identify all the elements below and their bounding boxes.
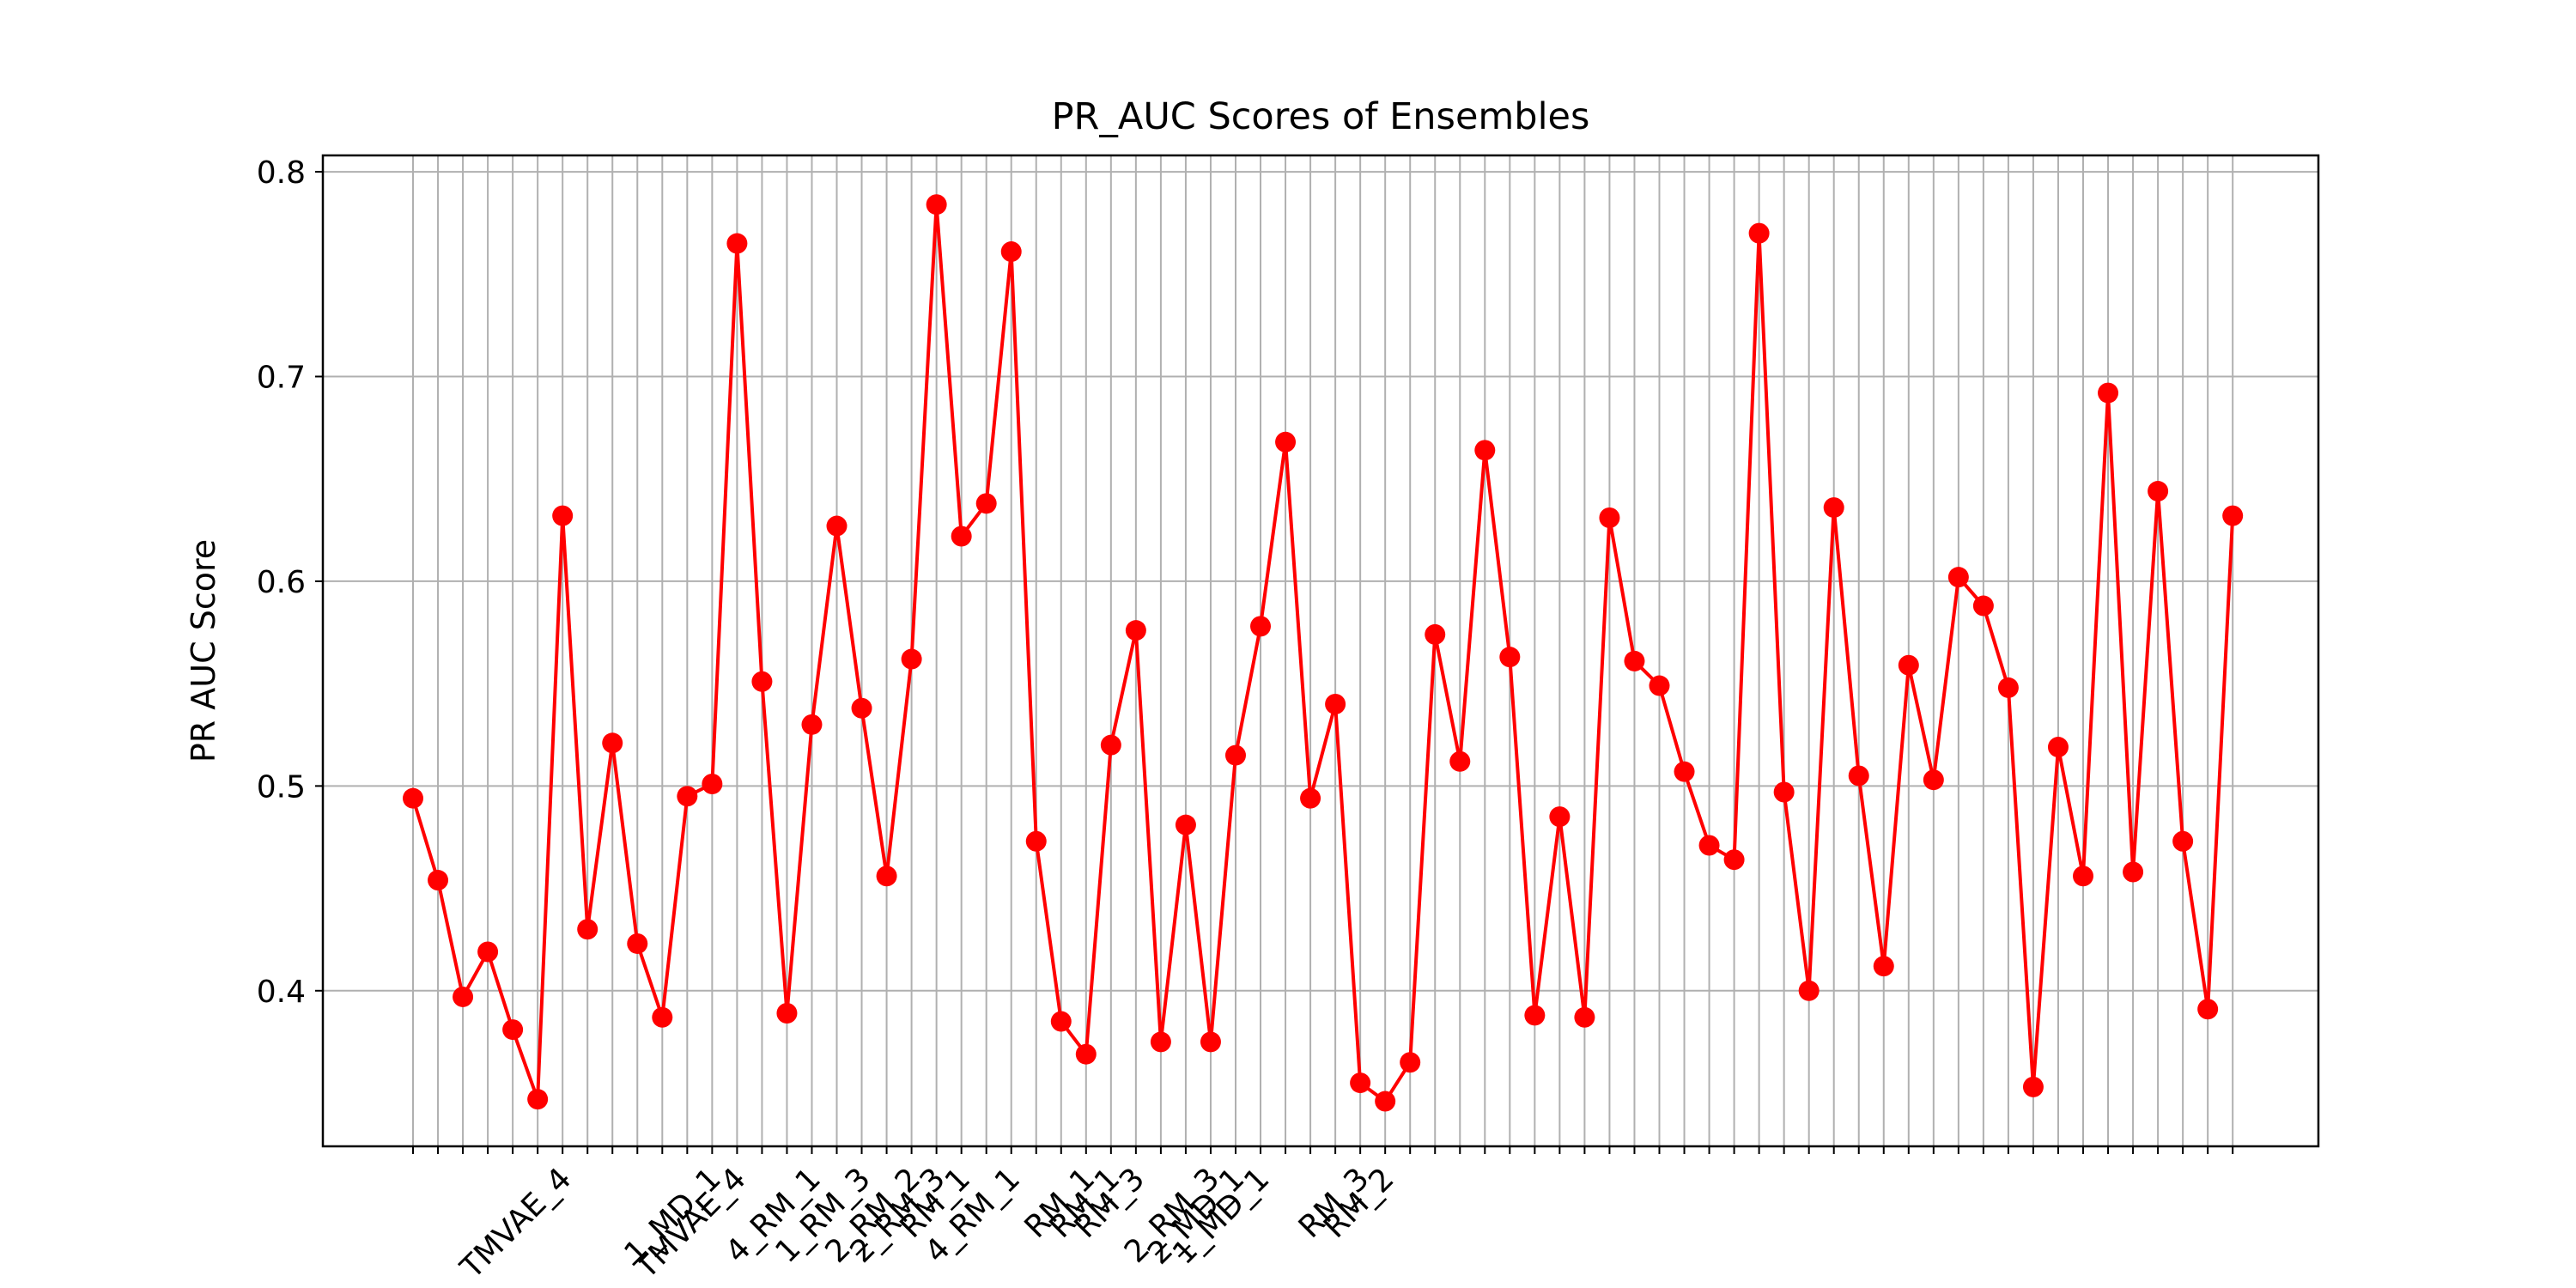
data-point bbox=[1549, 806, 1571, 828]
data-point bbox=[1325, 693, 1346, 714]
data-point bbox=[1025, 830, 1047, 852]
data-point bbox=[776, 1003, 798, 1024]
data-point bbox=[1798, 980, 1820, 1001]
data-point bbox=[1350, 1072, 1371, 1094]
data-point bbox=[502, 1019, 524, 1041]
data-point bbox=[926, 194, 947, 216]
data-point bbox=[951, 526, 972, 547]
series-layer bbox=[403, 194, 2244, 1112]
data-point bbox=[577, 919, 598, 940]
data-point bbox=[751, 671, 773, 692]
data-point bbox=[527, 1089, 549, 1110]
grid-lines bbox=[323, 155, 2318, 1146]
data-point bbox=[2098, 382, 2119, 404]
data-point bbox=[2222, 505, 2244, 526]
series-line bbox=[411, 203, 2235, 1103]
data-point bbox=[1474, 440, 1496, 461]
data-point bbox=[552, 505, 574, 526]
data-point bbox=[403, 787, 423, 809]
data-point bbox=[677, 786, 698, 807]
data-point bbox=[851, 697, 872, 719]
data-point bbox=[1275, 431, 1297, 453]
data-point bbox=[477, 941, 499, 963]
data-point bbox=[2022, 1076, 2044, 1097]
y-tick-label: 0.7 bbox=[257, 361, 306, 396]
data-point bbox=[2073, 866, 2094, 887]
data-point bbox=[726, 233, 748, 254]
data-point bbox=[826, 515, 848, 537]
data-point bbox=[1100, 734, 1121, 756]
data-point bbox=[1698, 835, 1720, 856]
data-point bbox=[2123, 861, 2144, 883]
data-point bbox=[1250, 616, 1272, 637]
data-point bbox=[2148, 481, 2169, 502]
data-point bbox=[1748, 222, 1770, 244]
data-point bbox=[1125, 620, 1146, 641]
data-point bbox=[1723, 849, 1745, 871]
data-point bbox=[1972, 595, 1994, 617]
data-point bbox=[1375, 1091, 1396, 1112]
data-point bbox=[2172, 830, 2194, 852]
data-point bbox=[1175, 814, 1196, 835]
data-point bbox=[801, 714, 823, 735]
data-point bbox=[1649, 675, 1670, 696]
data-point bbox=[1624, 650, 1645, 671]
plot-area-frame bbox=[321, 154, 2320, 1148]
data-point bbox=[652, 1006, 673, 1028]
data-point bbox=[975, 493, 997, 514]
data-point bbox=[1848, 765, 1869, 787]
y-axis-label: PR AUC Score bbox=[185, 539, 222, 762]
y-tick-label: 0.5 bbox=[257, 769, 306, 805]
data-point bbox=[1050, 1011, 1072, 1032]
data-point bbox=[1599, 507, 1620, 529]
data-point bbox=[702, 773, 723, 794]
data-point bbox=[1674, 761, 1695, 782]
data-point bbox=[901, 648, 922, 670]
y-tick-label: 0.8 bbox=[257, 155, 306, 191]
data-point bbox=[1823, 497, 1844, 519]
data-point bbox=[1300, 787, 1321, 809]
data-point bbox=[1524, 1005, 1546, 1026]
data-point bbox=[1773, 781, 1795, 803]
data-point bbox=[602, 732, 623, 754]
y-tick-label: 0.6 bbox=[257, 565, 306, 600]
data-point bbox=[1923, 769, 1944, 791]
data-point bbox=[876, 866, 897, 887]
data-point bbox=[453, 986, 474, 1007]
data-point bbox=[1898, 654, 1919, 676]
data-point bbox=[1425, 623, 1446, 645]
data-point bbox=[1574, 1006, 1595, 1028]
data-point bbox=[1000, 241, 1022, 263]
data-point bbox=[1075, 1043, 1097, 1065]
data-point bbox=[2047, 737, 2069, 758]
data-point bbox=[428, 870, 449, 891]
data-point bbox=[1200, 1031, 1221, 1053]
data-point bbox=[1150, 1031, 1171, 1053]
data-point bbox=[627, 933, 648, 954]
data-point bbox=[1997, 677, 2019, 698]
data-point bbox=[1224, 744, 1246, 766]
data-point bbox=[2197, 999, 2219, 1020]
data-point bbox=[1873, 956, 1894, 977]
y-tick-label: 0.4 bbox=[257, 975, 306, 1010]
data-point bbox=[1400, 1052, 1421, 1073]
data-point bbox=[1947, 567, 1969, 588]
chart-title: PR_AUC Scores of Ensembles bbox=[1052, 95, 1590, 138]
data-point bbox=[1449, 750, 1471, 772]
data-point bbox=[1499, 647, 1521, 668]
